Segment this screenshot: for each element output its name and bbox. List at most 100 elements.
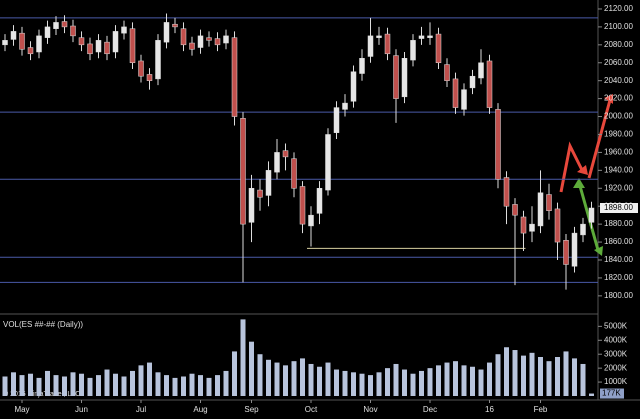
- x-tick-label: Sep: [244, 405, 259, 414]
- candle-body: [95, 40, 102, 53]
- candle-body: [2, 40, 8, 46]
- volume-bar: [19, 375, 25, 396]
- volume-bar: [215, 375, 220, 396]
- candle-body: [163, 22, 170, 43]
- candle-body: [512, 204, 518, 216]
- volume-bar: [96, 375, 101, 396]
- volume-bar: [470, 366, 475, 396]
- candle-body: [563, 240, 569, 265]
- volume-bar: [555, 357, 560, 396]
- x-tick-label: Dec: [423, 405, 437, 414]
- y-tick-label: 2040.00: [604, 76, 633, 85]
- volume-bar: [572, 358, 577, 396]
- x-tick-label: Feb: [534, 405, 548, 414]
- volume-bar: [121, 376, 127, 396]
- candle-body: [44, 26, 51, 38]
- last-price-box: [600, 203, 638, 213]
- volume-bar: [487, 362, 492, 396]
- volume-bar: [359, 373, 365, 396]
- red-arrow: [587, 99, 612, 179]
- candle-body: [461, 89, 467, 110]
- volume-bar: [427, 368, 433, 396]
- volume-bar: [342, 370, 348, 396]
- volume-bar: [538, 357, 543, 396]
- volume-bar: [53, 375, 59, 396]
- candle-body: [452, 78, 459, 108]
- volume-bar: [393, 363, 399, 396]
- volume-bar: [325, 362, 331, 396]
- volume-bar: [113, 373, 118, 396]
- red-arrow: [559, 141, 584, 193]
- volume-bar: [589, 393, 594, 396]
- y-tick-label: 2120.00: [604, 4, 633, 13]
- volume-bar: [529, 352, 535, 396]
- volume-bar: [155, 372, 161, 396]
- volume-bar: [410, 373, 416, 396]
- candle-body: [206, 37, 212, 41]
- volume-bar: [283, 365, 288, 396]
- x-tick-label: 16: [485, 405, 494, 414]
- volume-bar: [45, 370, 50, 396]
- volume-bar: [504, 347, 509, 396]
- volume-bar: [223, 370, 229, 396]
- x-tick-label: Jul: [136, 405, 146, 414]
- volume-bar: [334, 369, 339, 396]
- candle-body: [418, 35, 425, 39]
- candle-body: [435, 33, 442, 64]
- candle-body: [529, 223, 535, 232]
- volume-bar: [70, 372, 76, 396]
- y-tick-label: 4000K: [604, 335, 628, 344]
- volume-bar: [351, 372, 356, 396]
- volume-bar: [138, 365, 144, 396]
- candle-body: [495, 109, 501, 180]
- last-price-label: 1898.00: [604, 203, 633, 212]
- volume-bar: [563, 351, 569, 396]
- candle-body: [486, 60, 493, 108]
- x-tick-label: Jun: [75, 405, 88, 414]
- volume-bar: [206, 377, 212, 396]
- candle-body: [580, 223, 586, 236]
- green-arrowhead: [573, 178, 585, 188]
- volume-bar: [147, 362, 152, 396]
- y-tick-label: 1840.00: [604, 255, 633, 264]
- candle-body: [393, 55, 399, 99]
- x-tick-label: May: [14, 405, 29, 414]
- candle-body: [121, 26, 127, 34]
- candle-body: [444, 64, 450, 81]
- y-tick-label: 2000K: [604, 363, 628, 372]
- volume-bar: [461, 365, 467, 396]
- volume-bar: [546, 361, 552, 396]
- volume-bar: [11, 372, 16, 396]
- candle-body: [274, 152, 280, 173]
- y-tick-label: 1860.00: [604, 237, 633, 246]
- volume-bar: [2, 376, 8, 396]
- candle-body: [19, 32, 25, 50]
- candle-body: [172, 23, 178, 28]
- candle-body: [257, 189, 263, 198]
- candle-body: [342, 102, 348, 110]
- candle-body: [36, 35, 42, 53]
- candle-body: [129, 28, 136, 64]
- volume-title: VOL(ES ##-## (Daily)): [3, 320, 83, 329]
- volume-bar: [376, 372, 382, 396]
- volume-bar: [189, 373, 195, 396]
- candle-body: [376, 35, 382, 38]
- volume-bar: [453, 361, 458, 396]
- candle-body: [427, 35, 433, 38]
- candle-body: [27, 47, 34, 55]
- candle-body: [10, 31, 17, 40]
- y-tick-label: 3000K: [604, 349, 628, 358]
- y-tick-label: 1880.00: [604, 219, 633, 228]
- candle-body: [571, 232, 578, 267]
- candle-body: [554, 208, 561, 243]
- candle-body: [546, 194, 552, 211]
- volume-bar: [198, 375, 203, 396]
- candle-body: [61, 21, 68, 28]
- x-tick-label: Oct: [305, 405, 318, 414]
- volume-bar: [444, 362, 450, 396]
- candle-body: [333, 107, 340, 133]
- candle-body: [240, 118, 246, 225]
- y-tick-label: 2000.00: [604, 112, 633, 121]
- x-tick-label: Nov: [363, 405, 377, 414]
